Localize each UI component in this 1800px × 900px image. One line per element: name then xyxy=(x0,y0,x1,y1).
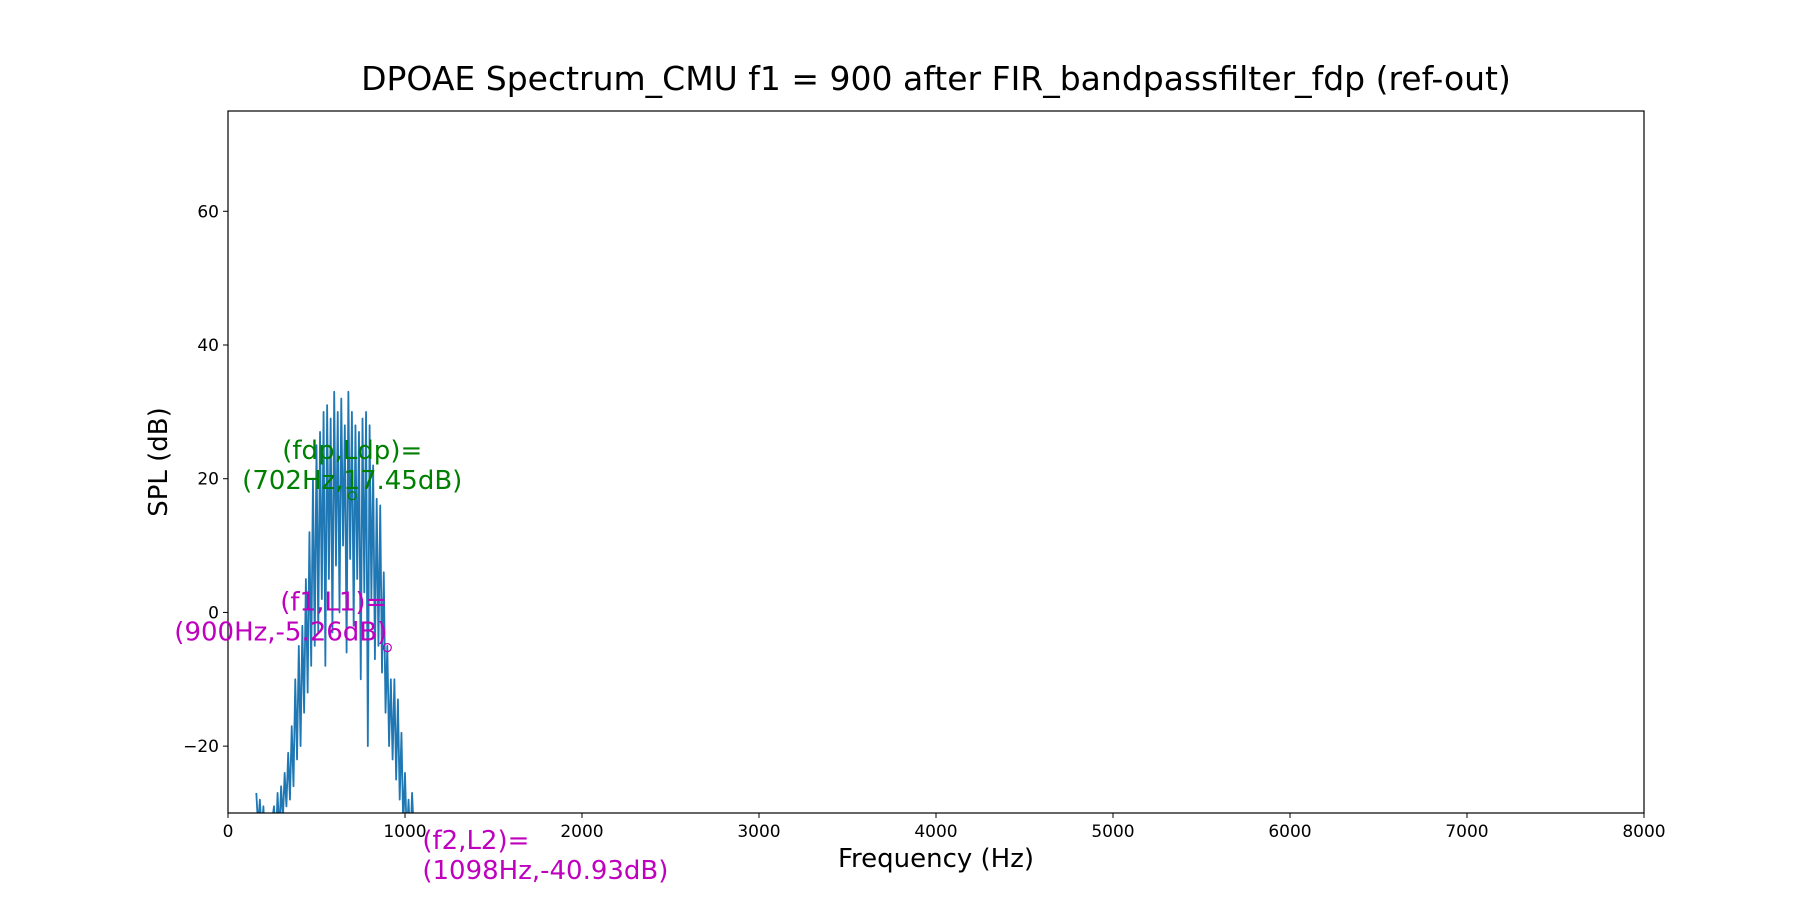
x-axis-label: Frequency (Hz) xyxy=(838,844,1034,874)
x-tick-label: 8000 xyxy=(1622,822,1665,842)
x-tick-label: 1000 xyxy=(383,822,426,842)
x-tick-label: 4000 xyxy=(914,822,957,842)
spectrum-line xyxy=(255,390,414,813)
y-axis-label: SPL (dB) xyxy=(144,407,174,517)
annotation-text: (900Hz,-5.26dB) xyxy=(174,618,387,648)
annotation-marker xyxy=(382,642,392,653)
chart-title: DPOAE Spectrum_CMU f1 = 900 after FIR_ba… xyxy=(361,59,1511,98)
y-tick-label: 20 xyxy=(197,470,219,490)
x-tick-label: 0 xyxy=(223,822,234,842)
plot-area xyxy=(255,390,414,813)
y-tick-label: 0 xyxy=(208,603,219,623)
annotation-text: (1098Hz,-40.93dB) xyxy=(422,856,668,886)
x-tick-label: 6000 xyxy=(1268,822,1311,842)
annotation-marker xyxy=(347,491,357,501)
annotation-text: (f1,L1)= xyxy=(280,588,387,618)
y-tick-label: −20 xyxy=(183,737,219,757)
y-tick-label: 40 xyxy=(197,336,219,356)
x-tick-label: 2000 xyxy=(560,822,603,842)
y-tick-label: 60 xyxy=(197,202,219,222)
annotation-text: (f2,L2)= xyxy=(422,826,529,856)
annotation-text: (fdp,Ldp)= xyxy=(282,436,422,466)
x-tick-label: 7000 xyxy=(1445,822,1488,842)
x-tick-label: 5000 xyxy=(1091,822,1134,842)
annotation-text: (702Hz,17.45dB) xyxy=(242,466,462,496)
x-tick-label: 3000 xyxy=(737,822,780,842)
